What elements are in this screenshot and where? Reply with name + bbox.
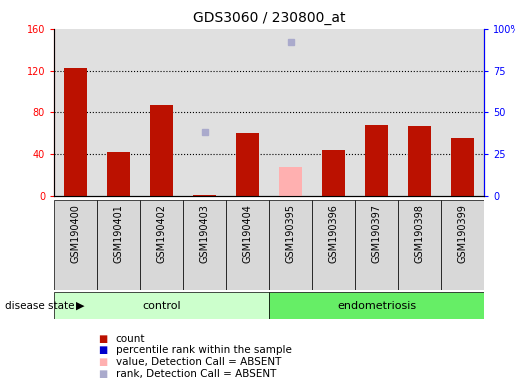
Bar <box>269 200 312 290</box>
Text: control: control <box>142 301 181 311</box>
Bar <box>183 200 226 290</box>
Bar <box>140 200 183 290</box>
Bar <box>451 138 474 196</box>
Bar <box>322 150 346 196</box>
Text: ■: ■ <box>98 345 108 355</box>
Bar <box>150 105 174 196</box>
Bar <box>236 133 260 196</box>
Bar <box>226 200 269 290</box>
Text: GSM190403: GSM190403 <box>200 204 210 263</box>
Bar <box>312 200 355 290</box>
Text: GSM190402: GSM190402 <box>157 204 166 263</box>
Bar <box>193 195 216 196</box>
Bar <box>408 126 432 196</box>
Bar <box>64 68 88 196</box>
Text: percentile rank within the sample: percentile rank within the sample <box>116 345 292 355</box>
Bar <box>269 292 484 319</box>
Text: value, Detection Call = ABSENT: value, Detection Call = ABSENT <box>116 357 281 367</box>
Text: ■: ■ <box>98 334 108 344</box>
Text: rank, Detection Call = ABSENT: rank, Detection Call = ABSENT <box>116 369 276 379</box>
Title: GDS3060 / 230800_at: GDS3060 / 230800_at <box>193 11 346 25</box>
Text: GSM190399: GSM190399 <box>458 204 468 263</box>
Text: count: count <box>116 334 145 344</box>
Text: endometriosis: endometriosis <box>337 301 416 311</box>
Text: GSM190404: GSM190404 <box>243 204 252 263</box>
Bar <box>54 292 269 319</box>
Text: GSM190397: GSM190397 <box>372 204 382 263</box>
Bar <box>107 152 130 196</box>
Text: ■: ■ <box>98 357 108 367</box>
Text: GSM190401: GSM190401 <box>114 204 124 263</box>
Bar <box>279 167 302 196</box>
Bar <box>398 200 441 290</box>
Text: GSM190400: GSM190400 <box>71 204 80 263</box>
Bar <box>365 125 388 196</box>
Bar <box>355 200 398 290</box>
Bar <box>441 200 484 290</box>
Bar <box>54 200 97 290</box>
Text: ▶: ▶ <box>76 301 84 311</box>
Text: disease state: disease state <box>5 301 75 311</box>
Text: GSM190396: GSM190396 <box>329 204 338 263</box>
Text: GSM190395: GSM190395 <box>286 204 296 263</box>
Text: ■: ■ <box>98 369 108 379</box>
Text: GSM190398: GSM190398 <box>415 204 424 263</box>
Bar <box>97 200 140 290</box>
